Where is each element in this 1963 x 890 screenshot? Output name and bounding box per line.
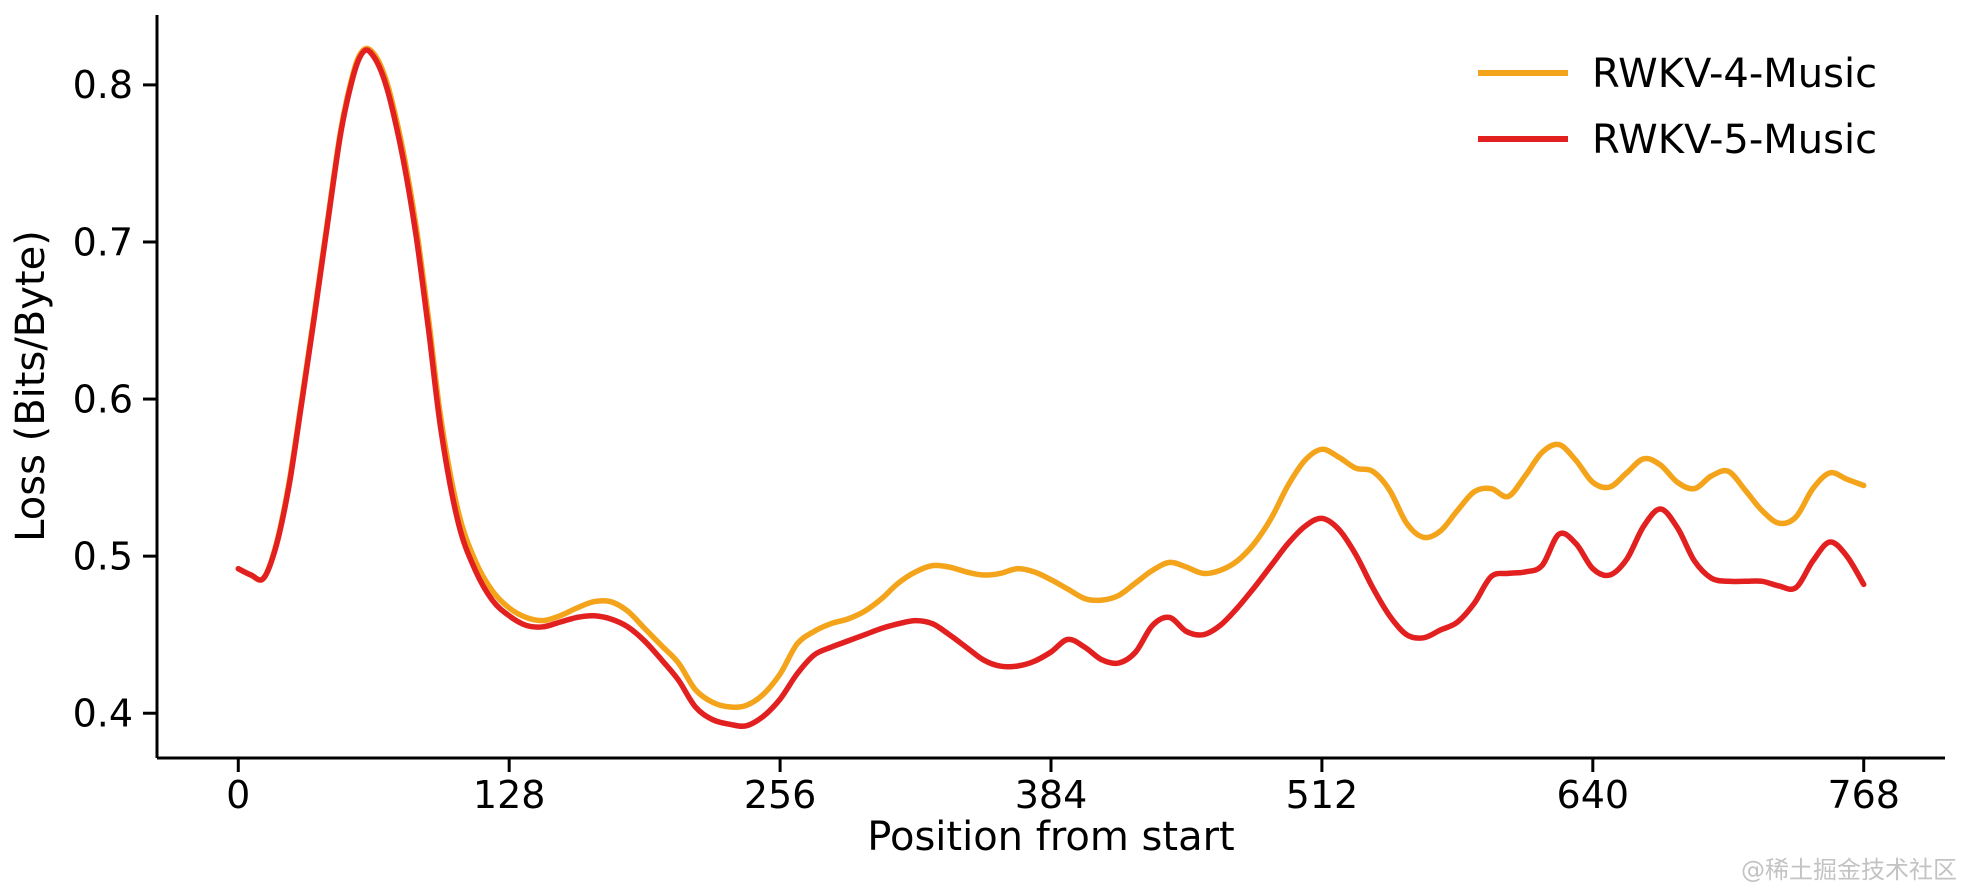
y-tick-label: 0.8 — [73, 63, 133, 107]
rwkv-5-line — [235, 47, 1867, 730]
x-tick-label: 512 — [1286, 773, 1359, 817]
y-axis-title: Loss (Bits/Byte) — [8, 230, 54, 542]
legend-label-rwkv4: RWKV-4-Music — [1592, 51, 1877, 97]
watermark-text: @稀土掘金技术社区 — [1741, 856, 1957, 884]
x-tick-label: 128 — [473, 773, 546, 817]
y-tick-label: 0.7 — [73, 220, 133, 264]
x-axis-ticks: 0 128 256 384 512 640 768 — [226, 758, 1900, 817]
x-axis-title: Position from start — [867, 814, 1234, 860]
legend-label-rwkv5: RWKV-5-Music — [1592, 117, 1877, 163]
x-tick-label: 640 — [1557, 773, 1630, 817]
x-tick-label: 384 — [1015, 773, 1088, 817]
y-tick-label: 0.6 — [73, 377, 133, 421]
legend: RWKV-4-Music RWKV-5-Music — [1478, 51, 1877, 163]
y-tick-label: 0.5 — [73, 534, 133, 578]
y-axis-ticks: 0.4 0.5 0.6 0.7 0.8 — [73, 63, 157, 736]
x-tick-label: 0 — [226, 773, 250, 817]
y-tick-label: 0.4 — [73, 692, 133, 736]
x-tick-label: 256 — [744, 773, 817, 817]
x-tick-label: 768 — [1827, 773, 1900, 817]
